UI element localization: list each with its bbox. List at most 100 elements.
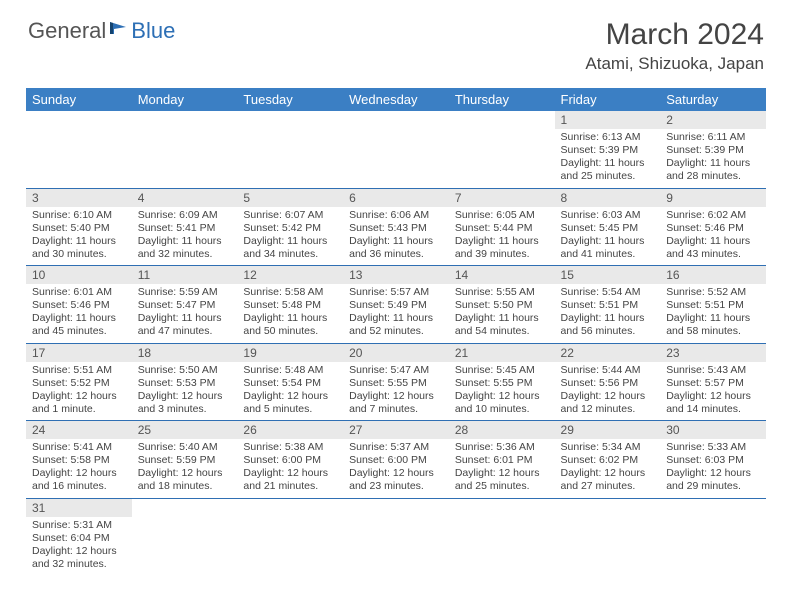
sunrise-line: Sunrise: 5:43 AM bbox=[666, 364, 760, 377]
sunrise-line: Sunrise: 5:55 AM bbox=[455, 286, 549, 299]
day-number-cell bbox=[132, 111, 238, 129]
day-number-cell: 22 bbox=[555, 343, 661, 362]
sunrise-line: Sunrise: 5:48 AM bbox=[243, 364, 337, 377]
day-number-cell: 10 bbox=[26, 266, 132, 285]
day-number-cell bbox=[343, 498, 449, 517]
daynum-row: 24252627282930 bbox=[26, 421, 766, 440]
day-content-cell: Sunrise: 6:02 AMSunset: 5:46 PMDaylight:… bbox=[660, 207, 766, 266]
day-content-cell: Sunrise: 5:47 AMSunset: 5:55 PMDaylight:… bbox=[343, 362, 449, 421]
daylight-line: Daylight: 12 hours and 18 minutes. bbox=[138, 467, 232, 493]
sunset-line: Sunset: 6:04 PM bbox=[32, 532, 126, 545]
day-content-cell bbox=[449, 517, 555, 576]
header: General Blue March 2024 Atami, Shizuoka,… bbox=[0, 0, 792, 82]
day-content-cell: Sunrise: 5:59 AMSunset: 5:47 PMDaylight:… bbox=[132, 284, 238, 343]
daylight-line: Daylight: 11 hours and 45 minutes. bbox=[32, 312, 126, 338]
sunrise-line: Sunrise: 5:40 AM bbox=[138, 441, 232, 454]
day-content-cell: Sunrise: 5:38 AMSunset: 6:00 PMDaylight:… bbox=[237, 439, 343, 498]
day-content-cell: Sunrise: 6:11 AMSunset: 5:39 PMDaylight:… bbox=[660, 129, 766, 188]
day-content-cell: Sunrise: 5:31 AMSunset: 6:04 PMDaylight:… bbox=[26, 517, 132, 576]
sunset-line: Sunset: 5:55 PM bbox=[349, 377, 443, 390]
day-content-cell bbox=[237, 517, 343, 576]
sunrise-line: Sunrise: 5:33 AM bbox=[666, 441, 760, 454]
sunrise-line: Sunrise: 5:54 AM bbox=[561, 286, 655, 299]
day-number-cell: 5 bbox=[237, 188, 343, 207]
day-content-cell: Sunrise: 6:07 AMSunset: 5:42 PMDaylight:… bbox=[237, 207, 343, 266]
day-number-cell: 23 bbox=[660, 343, 766, 362]
day-number-cell: 7 bbox=[449, 188, 555, 207]
sunset-line: Sunset: 6:00 PM bbox=[243, 454, 337, 467]
sunset-line: Sunset: 5:58 PM bbox=[32, 454, 126, 467]
daylight-line: Daylight: 11 hours and 32 minutes. bbox=[138, 235, 232, 261]
sunset-line: Sunset: 5:47 PM bbox=[138, 299, 232, 312]
daylight-line: Daylight: 11 hours and 28 minutes. bbox=[666, 157, 760, 183]
day-content-cell bbox=[26, 129, 132, 188]
sunrise-line: Sunrise: 6:05 AM bbox=[455, 209, 549, 222]
sunrise-line: Sunrise: 5:31 AM bbox=[32, 519, 126, 532]
sunset-line: Sunset: 5:45 PM bbox=[561, 222, 655, 235]
sunrise-line: Sunrise: 6:02 AM bbox=[666, 209, 760, 222]
day-number-cell: 17 bbox=[26, 343, 132, 362]
sunset-line: Sunset: 5:56 PM bbox=[561, 377, 655, 390]
weekday-header: Tuesday bbox=[237, 88, 343, 111]
day-number-cell bbox=[237, 111, 343, 129]
sunrise-line: Sunrise: 5:52 AM bbox=[666, 286, 760, 299]
day-number-cell: 18 bbox=[132, 343, 238, 362]
day-content-cell: Sunrise: 5:58 AMSunset: 5:48 PMDaylight:… bbox=[237, 284, 343, 343]
sunset-line: Sunset: 5:49 PM bbox=[349, 299, 443, 312]
day-content-cell: Sunrise: 5:37 AMSunset: 6:00 PMDaylight:… bbox=[343, 439, 449, 498]
sunrise-line: Sunrise: 6:13 AM bbox=[561, 131, 655, 144]
daylight-line: Daylight: 11 hours and 58 minutes. bbox=[666, 312, 760, 338]
sunrise-line: Sunrise: 5:44 AM bbox=[561, 364, 655, 377]
day-content-cell: Sunrise: 5:33 AMSunset: 6:03 PMDaylight:… bbox=[660, 439, 766, 498]
sunrise-line: Sunrise: 5:57 AM bbox=[349, 286, 443, 299]
day-content-cell: Sunrise: 5:48 AMSunset: 5:54 PMDaylight:… bbox=[237, 362, 343, 421]
day-content-cell: Sunrise: 5:55 AMSunset: 5:50 PMDaylight:… bbox=[449, 284, 555, 343]
sunrise-line: Sunrise: 6:06 AM bbox=[349, 209, 443, 222]
day-content-cell: Sunrise: 5:57 AMSunset: 5:49 PMDaylight:… bbox=[343, 284, 449, 343]
location: Atami, Shizuoka, Japan bbox=[585, 54, 764, 74]
day-number-cell: 15 bbox=[555, 266, 661, 285]
daylight-line: Daylight: 11 hours and 43 minutes. bbox=[666, 235, 760, 261]
flag-icon bbox=[108, 18, 130, 44]
day-number-cell bbox=[449, 498, 555, 517]
daylight-line: Daylight: 12 hours and 29 minutes. bbox=[666, 467, 760, 493]
sunrise-line: Sunrise: 5:38 AM bbox=[243, 441, 337, 454]
daylight-line: Daylight: 12 hours and 27 minutes. bbox=[561, 467, 655, 493]
sunrise-line: Sunrise: 5:59 AM bbox=[138, 286, 232, 299]
day-number-cell: 31 bbox=[26, 498, 132, 517]
daylight-line: Daylight: 12 hours and 1 minute. bbox=[32, 390, 126, 416]
sunrise-line: Sunrise: 5:58 AM bbox=[243, 286, 337, 299]
content-row: Sunrise: 6:10 AMSunset: 5:40 PMDaylight:… bbox=[26, 207, 766, 266]
day-content-cell bbox=[343, 129, 449, 188]
day-number-cell: 13 bbox=[343, 266, 449, 285]
day-number-cell: 9 bbox=[660, 188, 766, 207]
day-content-cell: Sunrise: 6:05 AMSunset: 5:44 PMDaylight:… bbox=[449, 207, 555, 266]
day-number-cell bbox=[237, 498, 343, 517]
weekday-header: Wednesday bbox=[343, 88, 449, 111]
daylight-line: Daylight: 11 hours and 41 minutes. bbox=[561, 235, 655, 261]
sunrise-line: Sunrise: 5:37 AM bbox=[349, 441, 443, 454]
sunset-line: Sunset: 6:02 PM bbox=[561, 454, 655, 467]
day-number-cell: 26 bbox=[237, 421, 343, 440]
logo-text-general: General bbox=[28, 18, 106, 44]
day-content-cell bbox=[237, 129, 343, 188]
daylight-line: Daylight: 11 hours and 34 minutes. bbox=[243, 235, 337, 261]
day-number-cell: 4 bbox=[132, 188, 238, 207]
daylight-line: Daylight: 12 hours and 16 minutes. bbox=[32, 467, 126, 493]
daylight-line: Daylight: 12 hours and 7 minutes. bbox=[349, 390, 443, 416]
weekday-header: Monday bbox=[132, 88, 238, 111]
day-number-cell: 28 bbox=[449, 421, 555, 440]
day-number-cell: 2 bbox=[660, 111, 766, 129]
day-content-cell: Sunrise: 5:45 AMSunset: 5:55 PMDaylight:… bbox=[449, 362, 555, 421]
sunset-line: Sunset: 5:50 PM bbox=[455, 299, 549, 312]
sunrise-line: Sunrise: 6:01 AM bbox=[32, 286, 126, 299]
day-number-cell: 24 bbox=[26, 421, 132, 440]
daylight-line: Daylight: 11 hours and 47 minutes. bbox=[138, 312, 232, 338]
daylight-line: Daylight: 12 hours and 21 minutes. bbox=[243, 467, 337, 493]
day-content-cell: Sunrise: 6:06 AMSunset: 5:43 PMDaylight:… bbox=[343, 207, 449, 266]
day-content-cell: Sunrise: 5:40 AMSunset: 5:59 PMDaylight:… bbox=[132, 439, 238, 498]
daylight-line: Daylight: 12 hours and 14 minutes. bbox=[666, 390, 760, 416]
sunrise-line: Sunrise: 5:45 AM bbox=[455, 364, 549, 377]
calendar-header: SundayMondayTuesdayWednesdayThursdayFrid… bbox=[26, 88, 766, 111]
daylight-line: Daylight: 12 hours and 32 minutes. bbox=[32, 545, 126, 571]
